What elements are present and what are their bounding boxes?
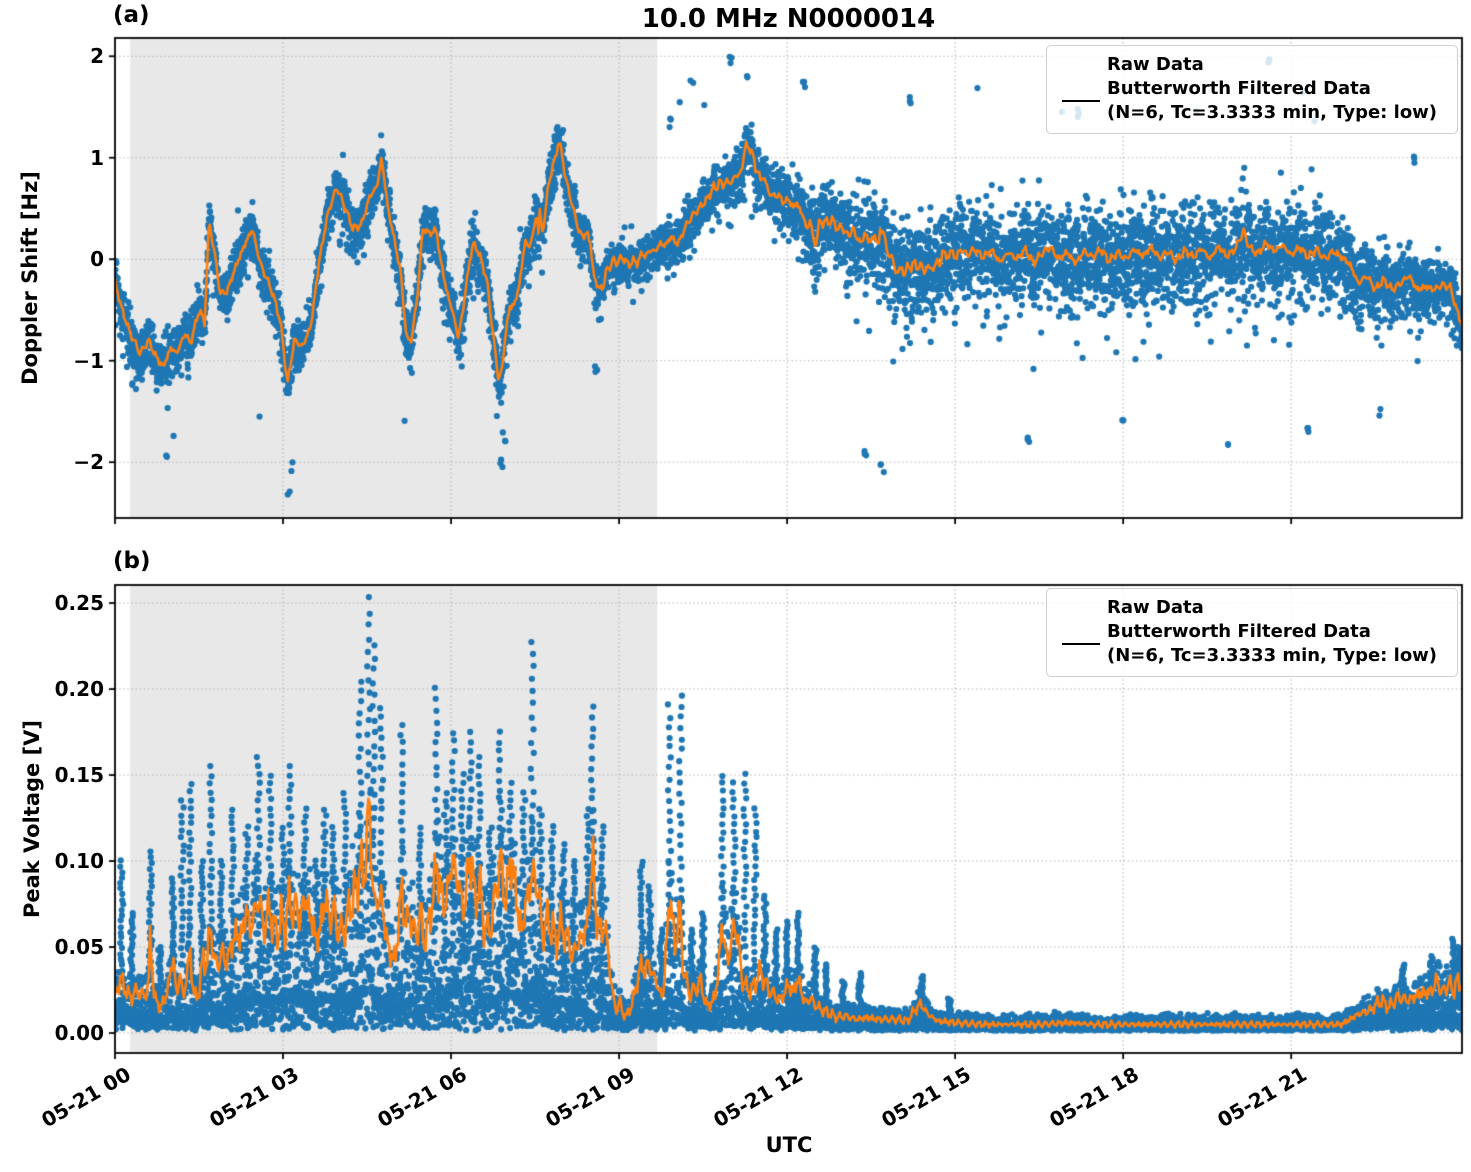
raw-data-marker-icon — [1077, 61, 1085, 69]
y-tick-label: 0.10 — [54, 849, 104, 874]
panel-a-legend: Raw Data Butterworth Filtered Data (N=6,… — [1046, 45, 1458, 134]
legend-filtered-sublabel: (N=6, Tc=3.3333 min, Type: low) — [1107, 645, 1438, 666]
legend-filtered-row: Butterworth Filtered Data (N=6, Tc=3.333… — [1055, 77, 1449, 125]
legend-filtered-row: Butterworth Filtered Data (N=6, Tc=3.333… — [1055, 620, 1449, 668]
legend-raw-row: Raw Data — [1055, 53, 1449, 77]
figure-title: 10.0 MHz N0000014 — [641, 4, 936, 34]
x-axis-label: UTC — [765, 1133, 813, 1157]
legend-filtered-label: Butterworth Filtered Data — [1107, 621, 1371, 642]
legend-raw-row: Raw Data — [1055, 596, 1449, 620]
y-tick-label: 0.00 — [54, 1021, 104, 1046]
legend-filtered-sublabel: (N=6, Tc=3.3333 min, Type: low) — [1107, 102, 1438, 123]
panel-a-y-axis-label: Doppler Shift [Hz] — [18, 171, 42, 385]
y-tick-label: 0 — [90, 247, 104, 272]
y-tick-label: 0.05 — [54, 935, 104, 960]
y-tick-label: −2 — [73, 450, 104, 475]
panel-b-y-axis-label: Peak Voltage [V] — [20, 719, 44, 919]
legend-filtered-label: Butterworth Filtered Data — [1107, 78, 1371, 99]
filtered-line-marker-icon — [1062, 643, 1100, 645]
y-tick-label: 0.20 — [54, 677, 104, 702]
panel-b-label: (b) — [113, 548, 151, 574]
y-tick-label: 0.25 — [54, 591, 104, 616]
raw-data-marker-icon — [1077, 604, 1085, 612]
filtered-line-marker-icon — [1062, 100, 1100, 102]
y-tick-label: 1 — [90, 145, 104, 170]
legend-raw-label: Raw Data — [1107, 597, 1204, 618]
y-tick-label: 2 — [90, 44, 104, 69]
panel-b-legend: Raw Data Butterworth Filtered Data (N=6,… — [1046, 588, 1458, 677]
y-tick-label: 0.15 — [54, 763, 104, 788]
panel-a-label: (a) — [113, 2, 150, 28]
y-tick-label: −1 — [73, 348, 104, 373]
legend-raw-label: Raw Data — [1107, 54, 1204, 75]
